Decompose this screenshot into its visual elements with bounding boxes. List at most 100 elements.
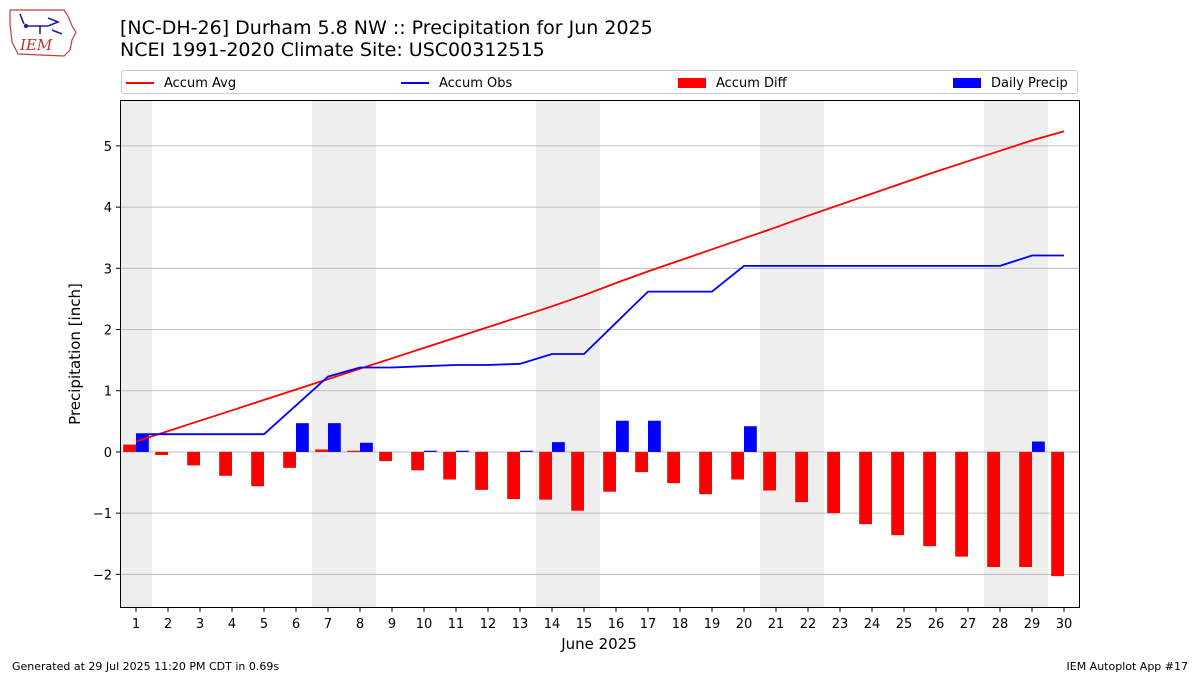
bar-accum-diff-day-26 — [923, 451, 936, 547]
weekend-shade-day-22 — [792, 100, 824, 608]
bar-accum-diff-day-16 — [603, 451, 616, 492]
bar-accum-diff-day-17 — [635, 451, 648, 473]
bar-daily-precip-day-17 — [648, 420, 661, 452]
x-tick-label: 2 — [164, 617, 172, 632]
bar-accum-diff-day-18 — [667, 451, 680, 484]
chart-title: [NC-DH-26] Durham 5.8 NW :: Precipitatio… — [120, 17, 653, 39]
bar-accum-diff-day-19 — [699, 451, 712, 495]
bar-daily-precip-day-7 — [328, 423, 341, 452]
weekend-shade-day-29 — [1016, 100, 1048, 608]
bar-daily-precip-day-11 — [456, 450, 469, 452]
x-tick-label: 22 — [800, 617, 817, 632]
weekend-shade-day-1 — [120, 100, 152, 608]
y-tick-label: −1 — [93, 507, 112, 522]
legend-item-accum-obs: Accum Obs — [401, 74, 512, 92]
legend-swatch-daily-precip — [953, 78, 981, 88]
bar-accum-diff-day-21 — [763, 451, 776, 491]
bar-accum-diff-day-14 — [539, 451, 552, 500]
line-accum-obs — [136, 254, 1064, 436]
bars — [123, 420, 1064, 577]
bar-daily-precip-day-13 — [520, 450, 533, 452]
iem-logo: IEM — [9, 9, 77, 57]
bar-accum-diff-day-27 — [955, 451, 968, 557]
bar-accum-diff-day-10 — [411, 451, 424, 471]
footer-app: IEM Autoplot App #17 — [1066, 660, 1189, 673]
bar-daily-precip-day-10 — [424, 450, 437, 452]
x-tick-label: 13 — [512, 617, 529, 632]
y-tick-label: −2 — [93, 568, 112, 583]
x-tick-label: 21 — [768, 617, 785, 632]
legend-item-accum-avg: Accum Avg — [126, 74, 236, 92]
legend-item-accum-diff: Accum Diff — [678, 74, 787, 92]
iowa-outline-shape — [9, 9, 77, 57]
legend-label-accum-diff: Accum Diff — [716, 75, 787, 91]
x-tick-label: 29 — [1024, 617, 1041, 632]
x-tick-label: 12 — [480, 617, 497, 632]
bar-accum-diff-day-23 — [827, 451, 840, 514]
x-tick-label: 1 — [132, 617, 140, 632]
bar-accum-diff-day-4 — [219, 451, 232, 476]
x-tick-label: 19 — [704, 617, 721, 632]
bar-accum-diff-day-9 — [379, 451, 392, 462]
legend-label-accum-avg: Accum Avg — [164, 75, 237, 91]
chart-subtitle: NCEI 1991-2020 Climate Site: USC00312515 — [120, 39, 545, 61]
x-tick-label: 5 — [260, 617, 268, 632]
line-accum-avg — [135, 130, 1065, 443]
bar-accum-diff-day-25 — [891, 451, 904, 536]
x-tick-label: 18 — [672, 617, 689, 632]
x-tick-label: 20 — [736, 617, 753, 632]
bar-accum-diff-day-12 — [475, 451, 488, 490]
y-tick-label: 2 — [104, 324, 112, 339]
weekend-shade-day-28 — [984, 100, 1016, 608]
bar-daily-precip-day-29 — [1032, 441, 1045, 452]
x-tick-label: 10 — [416, 617, 433, 632]
x-tick-label: 23 — [832, 617, 849, 632]
grid-lines — [120, 145, 1080, 575]
bar-accum-diff-day-24 — [859, 451, 872, 525]
legend-swatch-accum-obs — [401, 82, 429, 84]
x-tick-label: 6 — [292, 617, 300, 632]
bar-accum-diff-day-7 — [315, 449, 328, 452]
legend-swatch-accum-diff — [678, 78, 706, 88]
bar-daily-precip-day-1 — [136, 434, 149, 452]
bar-accum-diff-day-29 — [1019, 451, 1032, 567]
bar-accum-diff-day-15 — [571, 451, 584, 511]
bar-accum-diff-day-22 — [795, 451, 808, 503]
y-tick-label: 4 — [104, 201, 112, 216]
y-tick-label: 1 — [104, 385, 112, 400]
x-tick-label: 26 — [928, 617, 945, 632]
x-axis-label: June 2025 — [560, 635, 637, 653]
x-tick-label: 25 — [896, 617, 913, 632]
y-tick-label: 5 — [104, 140, 112, 155]
weekend-shade-day-14 — [536, 100, 568, 608]
x-tick-label: 24 — [864, 617, 881, 632]
y-axis-label: Precipitation [inch] — [66, 283, 84, 425]
bar-daily-precip-day-6 — [296, 423, 309, 452]
x-tick-label: 27 — [960, 617, 977, 632]
plot-frame — [120, 100, 1080, 608]
legend-label-daily-precip: Daily Precip — [991, 75, 1068, 91]
x-tick-label: 7 — [324, 617, 332, 632]
bar-accum-diff-day-30 — [1051, 451, 1064, 577]
weekend-shade-day-21 — [760, 100, 792, 608]
bar-accum-diff-day-3 — [187, 451, 200, 466]
weekend-shade-day-7 — [312, 100, 344, 608]
x-tick-label: 8 — [356, 617, 364, 632]
x-tick-label: 4 — [228, 617, 236, 632]
x-tick-label: 16 — [608, 617, 625, 632]
bar-accum-diff-day-8 — [347, 450, 360, 452]
y-tick-label: 0 — [104, 446, 112, 461]
bar-daily-precip-day-8 — [360, 442, 373, 452]
x-tick-label: 9 — [388, 617, 396, 632]
chart-legend: Accum Avg Accum Obs Accum Diff Daily Pre… — [121, 70, 1078, 94]
legend-item-daily-precip: Daily Precip — [953, 74, 1068, 92]
weekend-shade-day-15 — [568, 100, 600, 608]
bar-daily-precip-day-20 — [744, 426, 757, 452]
bar-accum-diff-day-6 — [283, 451, 296, 468]
legend-label-accum-obs: Accum Obs — [439, 75, 513, 91]
bar-daily-precip-day-16 — [616, 420, 629, 452]
bar-accum-diff-day-5 — [251, 451, 264, 487]
y-tick-label: 3 — [104, 262, 112, 277]
